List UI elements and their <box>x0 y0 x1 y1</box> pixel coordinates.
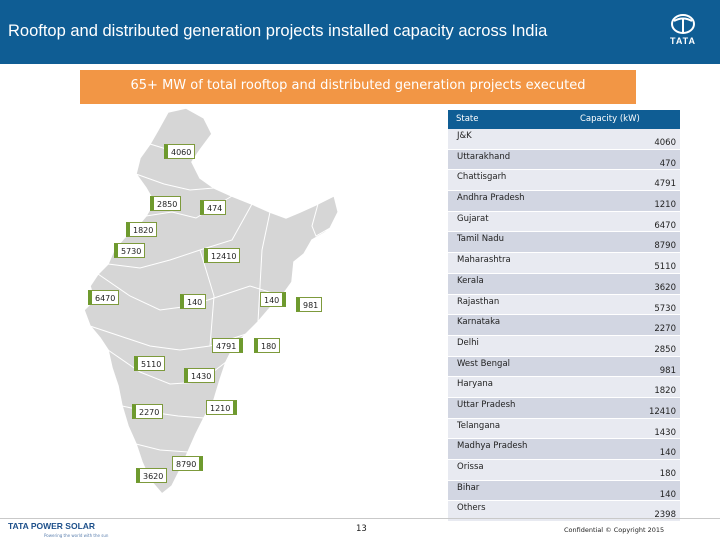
table-row: Madhya Pradesh 140 <box>448 439 680 460</box>
header-bar: Rooftop and distributed generation proje… <box>0 0 720 64</box>
state-capacity: 3620 <box>654 282 676 293</box>
state-name: Telangana <box>457 420 501 431</box>
state-capacity: 4791 <box>654 179 676 190</box>
table-row: West Bengal 981 <box>448 356 680 378</box>
map-tag-tamil-nadu: 8790 <box>172 456 204 471</box>
state-name: Haryana <box>457 379 493 390</box>
table-row: Chattisgarh 4791 <box>448 170 680 192</box>
tata-power-solar-tagline: Powering the world with the sun <box>44 533 109 538</box>
table-row: J&K 4060 <box>448 129 680 150</box>
state-name: Madhya Pradesh <box>457 441 528 452</box>
footer-divider <box>0 518 720 519</box>
map-tag-karnataka: 2270 <box>132 404 164 419</box>
state-capacity: 140 <box>659 448 676 459</box>
state-capacity: 180 <box>659 469 676 479</box>
state-name: Karnataka <box>457 317 501 328</box>
state-name: Bihar <box>457 482 480 493</box>
map-tag-bihar: 140 <box>260 292 287 307</box>
map-tag-delhi: 2850 <box>150 196 182 211</box>
table-row: Uttarakhand 470 <box>448 149 680 171</box>
state-name: Orissa <box>457 462 484 472</box>
state-capacity: 4060 <box>654 138 676 148</box>
state-capacity: 140 <box>659 489 676 500</box>
state-name: Kerala <box>457 275 484 286</box>
map-tag-kerala: 3620 <box>136 468 168 483</box>
map-tag-rajasthan: 5730 <box>114 243 146 258</box>
state-name: Rajasthan <box>457 296 500 307</box>
map-tag-jk: 4060 <box>164 144 196 159</box>
india-map <box>83 107 339 496</box>
map-tag-uttar-pradesh: 12410 <box>204 248 241 263</box>
state-name: Maharashtra <box>457 255 511 266</box>
map-tag-gujarat: 6470 <box>88 290 120 305</box>
map-tag-madhya-pradesh: 140 <box>180 294 207 309</box>
table-row: Bihar 140 <box>448 480 680 502</box>
table-row: Kerala 3620 <box>448 273 680 295</box>
state-capacity: 6470 <box>654 220 676 231</box>
state-name: J&K <box>457 131 472 141</box>
state-capacity: 1820 <box>654 386 676 397</box>
tata-power-solar-logo: TATA POWER SOLAR <box>8 521 96 531</box>
state-capacity: 2398 <box>654 510 676 521</box>
tata-logo-text: TATA <box>670 36 696 46</box>
map-tag-orissa: 180 <box>254 338 281 353</box>
state-capacity: 2850 <box>654 344 676 355</box>
state-capacity: 1430 <box>654 427 676 438</box>
summary-banner: 65+ MW of total rooftop and distributed … <box>80 70 636 104</box>
table-row: Others 2398 <box>448 501 680 523</box>
table-row: Haryana 1820 <box>448 377 680 398</box>
table-header: State Capacity (kW) <box>448 110 680 129</box>
state-name: Delhi <box>457 337 479 348</box>
state-capacity: 2270 <box>654 324 676 335</box>
table-row: Rajasthan 5730 <box>448 294 680 316</box>
state-capacity: 1210 <box>654 200 676 211</box>
state-name: Uttarakhand <box>457 151 511 162</box>
tata-emblem-icon <box>671 14 695 34</box>
table-row: Telangana 1430 <box>448 418 680 440</box>
page-title: Rooftop and distributed generation proje… <box>8 22 548 40</box>
table-row: Tamil Nadu 8790 <box>448 232 680 254</box>
state-name: Others <box>457 503 486 514</box>
state-capacity: 12410 <box>648 406 676 417</box>
table-row: Maharashtra 5110 <box>448 253 680 274</box>
state-capacity: 470 <box>659 158 676 169</box>
tata-logo: TATA <box>662 14 704 48</box>
capacity-table: State Capacity (kW) J&K 4060 Uttarakhand 4… <box>448 110 680 523</box>
state-name: Uttar Pradesh <box>457 399 516 410</box>
table-row: Orissa 180 <box>448 460 680 481</box>
table-row: Gujarat 6470 <box>448 211 680 233</box>
state-name: Chattisgarh <box>457 172 507 183</box>
northeast-region <box>311 195 339 237</box>
summary-banner-text: 65+ MW of total rooftop and distributed … <box>130 78 586 93</box>
state-name: Andhra Pradesh <box>457 193 525 204</box>
map-tag-andhra-pradesh: 1210 <box>206 400 238 415</box>
page-number: 13 <box>356 524 367 534</box>
table-row: Karnataka 2270 <box>448 315 680 336</box>
india-map-outline <box>83 107 333 496</box>
state-capacity: 5730 <box>654 303 676 314</box>
state-name: West Bengal <box>457 358 511 369</box>
table-row: Uttar Pradesh 12410 <box>448 397 680 419</box>
table-row: Delhi 2850 <box>448 335 680 357</box>
map-tag-west-bengal: 981 <box>296 297 323 312</box>
state-capacity: 5110 <box>654 262 676 273</box>
map-tag-telangana: 1430 <box>184 368 216 383</box>
column-header-capacity: Capacity (kW) <box>580 114 640 124</box>
state-capacity: 981 <box>659 365 676 376</box>
map-tag-uttarakhand: 474 <box>200 200 227 215</box>
column-header-state: State <box>456 114 479 124</box>
state-name: Tamil Nadu <box>457 234 505 245</box>
confidential-notice: Confidential © Copyright 2015 <box>564 526 665 534</box>
state-capacity: 8790 <box>654 241 676 252</box>
map-tag-maharashtra: 5110 <box>134 356 166 371</box>
map-tag-haryana: 1820 <box>126 222 158 237</box>
map-tag-chattisgarh: 4791 <box>212 338 244 353</box>
state-name: Gujarat <box>457 213 489 224</box>
table-row: Andhra Pradesh 1210 <box>448 191 680 212</box>
